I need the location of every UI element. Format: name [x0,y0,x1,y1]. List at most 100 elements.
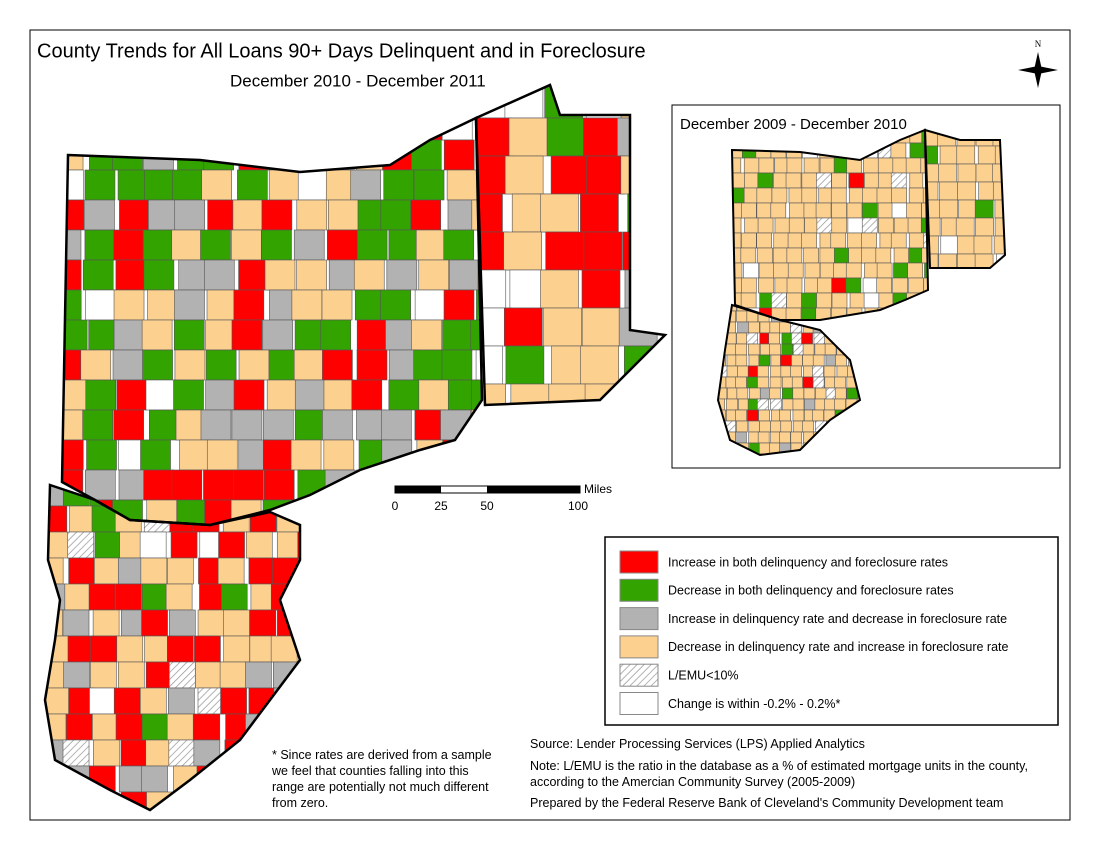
county [791,376,804,389]
county [801,232,817,249]
north-arrow: N [1018,39,1058,88]
county [977,145,997,165]
county [120,791,148,810]
county [86,439,117,471]
county [323,499,354,525]
county [114,118,146,141]
county [786,292,802,309]
county [292,139,323,171]
county [327,229,358,261]
county [291,289,323,321]
county [802,420,814,433]
county [748,420,761,433]
county [773,262,789,279]
county [779,431,791,444]
county [859,376,860,389]
county [145,661,173,689]
county [220,687,247,715]
county [836,420,848,433]
county [84,229,116,261]
county [890,142,907,159]
county [746,376,758,389]
county [893,262,909,279]
county [973,235,993,255]
county [958,199,977,219]
county [847,409,859,422]
county [849,292,866,309]
county [245,661,272,689]
county [296,259,327,291]
county [726,398,738,411]
county [85,289,116,321]
county [388,229,420,261]
county [165,583,193,611]
county [856,453,860,455]
county [294,319,326,351]
county [905,157,922,174]
county [303,558,329,584]
county [119,199,150,231]
county [584,383,624,405]
county [787,262,804,279]
county [815,387,827,400]
county [167,635,194,663]
county [769,453,782,455]
county [296,687,300,715]
lemu-note: Note: L/EMU is the ratio in the database… [530,759,1028,789]
county [263,469,295,501]
county [757,431,770,444]
county [718,453,726,455]
county [756,202,773,219]
county [824,442,837,455]
county [801,292,817,309]
county [856,354,860,367]
county [857,431,860,444]
county [411,319,442,351]
county [296,583,300,611]
county [89,687,116,715]
county [756,232,772,249]
county [908,247,924,264]
county [388,379,420,411]
county [581,269,621,309]
county [147,289,178,321]
county [268,169,300,201]
county [664,307,665,347]
county [449,259,480,291]
county [785,172,802,189]
county [735,431,747,444]
county [996,253,1005,268]
county [550,155,590,195]
county [779,409,791,422]
county [303,662,329,688]
county [261,199,293,231]
scale-unit: Miles [584,482,612,496]
county [957,253,976,268]
county [148,409,180,441]
county [834,321,847,334]
county [504,155,544,195]
county [718,442,727,455]
legend: Increase in both delinquency and foreclo… [619,550,1009,715]
county [906,323,921,338]
county [583,231,623,271]
county [197,687,225,715]
county [223,609,250,637]
county [145,379,177,411]
county [141,765,168,793]
county [655,383,665,405]
prepared-note: Prepared by the Federal Reserve Bank of … [530,796,1004,810]
county [62,439,84,471]
county [297,469,329,501]
county [725,376,738,389]
county [88,791,115,810]
county [64,583,92,611]
county [237,169,268,201]
county [736,332,748,345]
county [473,439,482,471]
county [62,319,88,351]
county [848,323,863,338]
county [297,169,329,201]
county [206,289,238,321]
